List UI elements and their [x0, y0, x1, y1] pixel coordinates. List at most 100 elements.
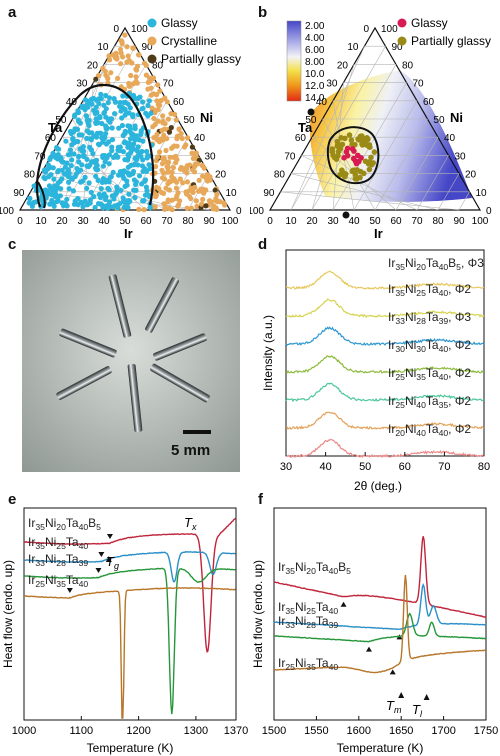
composition-point [95, 141, 102, 147]
composition-point [48, 154, 54, 160]
composition-point [84, 135, 90, 141]
x-tick-label: 1600 [347, 725, 371, 737]
composition-point [189, 144, 195, 150]
composition-point [66, 186, 72, 192]
x-tick-label: 1750 [474, 725, 498, 737]
composition-point [164, 99, 170, 105]
composition-point [109, 137, 116, 143]
composition-point [334, 143, 341, 149]
legend: Glassy Partially glassy [397, 16, 491, 48]
composition-point [132, 195, 138, 201]
axis-label-ir: Ir [124, 226, 133, 240]
composition-point [136, 206, 142, 212]
x-axis-label: Temperature (K) [337, 741, 424, 755]
composition-point [120, 132, 126, 139]
composition-point [125, 144, 131, 150]
composition-point [126, 110, 132, 116]
composition-point [203, 203, 209, 209]
composition-point [352, 171, 359, 178]
composition-point [91, 158, 97, 165]
panel-a-ternary: 0 0 0 10 10 10 20 20 20 30 30 30 40 40 40 50 50 50 60 60 60 7… [0, 16, 242, 240]
composition-point [200, 196, 206, 202]
composition-point [85, 117, 92, 124]
composition-point [70, 136, 76, 142]
composition-point [349, 141, 355, 148]
composition-point [153, 164, 159, 170]
composition-point [90, 151, 96, 157]
tick-label-right: 20 [465, 170, 477, 181]
composition-point [330, 152, 336, 159]
composition-point [192, 150, 198, 157]
composition-point [75, 138, 81, 145]
composition-point [54, 194, 61, 201]
curve-label: Ir25Ni40Ta35, Φ2 [388, 394, 471, 410]
x-axis-ticks: 1500 1550 1600 1650 1700 1750 [262, 716, 498, 737]
composition-point [133, 66, 139, 72]
data-curve [23, 518, 236, 654]
composition-point [88, 189, 94, 195]
composition-point [148, 85, 154, 91]
composition-point [139, 163, 145, 169]
tick-label-right: 40 [444, 133, 456, 144]
composition-point [169, 174, 175, 180]
tick-label-left: 60 [45, 133, 57, 144]
tick-label-right: 60 [173, 97, 185, 108]
composition-point [64, 160, 70, 166]
composition-point [121, 168, 127, 174]
composition-point [103, 141, 110, 147]
composition-point [75, 196, 81, 202]
composition-point [127, 123, 133, 129]
composition-point [82, 174, 88, 180]
composition-point [100, 65, 106, 71]
tick-label-left: 40 [316, 97, 328, 108]
curve-label: Ir35Ni25Ta40 [278, 600, 338, 616]
composition-point [79, 103, 85, 109]
composition-point [358, 136, 365, 143]
x-tick-label: 80 [478, 461, 490, 473]
tick-label-right: 40 [194, 133, 206, 144]
composition-point [205, 174, 211, 180]
x-tick-label: 70 [438, 461, 450, 473]
curve-label: Ir33Ni28Ta39 [28, 552, 88, 568]
composition-point [118, 61, 124, 67]
tm-label: Tm [386, 698, 402, 715]
composition-point [199, 201, 205, 207]
composition-point [98, 186, 104, 192]
composition-point [164, 136, 170, 142]
tick-label-left: 90 [263, 188, 275, 199]
onset-marker [365, 646, 372, 652]
composition-point [67, 128, 74, 135]
composition-point [159, 175, 166, 181]
composition-point [165, 168, 171, 174]
composition-point [141, 207, 147, 213]
composition-point [118, 50, 124, 56]
tick-label-left: 50 [305, 115, 317, 126]
composition-point [91, 194, 97, 200]
y-axis-label: Heat flow (endo. up) [1, 560, 15, 668]
composition-point [144, 148, 150, 155]
composition-point [351, 148, 357, 154]
composition-point [99, 120, 105, 127]
composition-point [93, 173, 99, 179]
composition-point [53, 155, 59, 161]
composition-point [140, 99, 146, 105]
tick-label-bottom: 60 [140, 216, 152, 227]
colorbar-tick-label: 10.0 [305, 69, 325, 80]
x-tick-label: 1700 [431, 725, 455, 737]
composition-point [146, 98, 152, 104]
tick-label-left: 0 [363, 24, 369, 35]
legend-glassy: Glassy [411, 16, 448, 30]
composition-point [106, 187, 112, 193]
tick-label-bottom: 50 [369, 216, 381, 227]
composition-point [106, 95, 112, 101]
composition-point [341, 173, 348, 180]
panel-c-photo: 5 mm [22, 250, 240, 472]
composition-point [77, 146, 83, 152]
grid-line [374, 118, 428, 211]
composition-point [121, 99, 127, 106]
composition-point [128, 72, 134, 79]
tick-label-left: 20 [337, 60, 349, 71]
composition-point [173, 117, 179, 123]
onset-marker [340, 601, 347, 607]
